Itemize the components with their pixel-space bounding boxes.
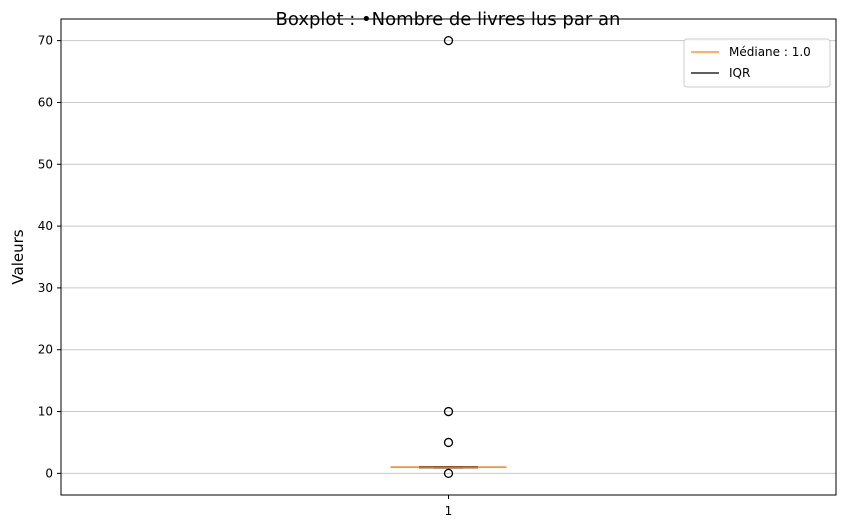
legend: Médiane : 1.0 IQR (683, 38, 831, 88)
outlier-point (443, 437, 454, 448)
legend-box (683, 38, 831, 88)
y-tick-label: 60 (38, 95, 53, 109)
y-tick-label: 20 (38, 343, 53, 357)
y-tick-label: 50 (38, 157, 53, 171)
y-tick-label: 40 (38, 219, 53, 233)
grid-lines (61, 40, 836, 474)
legend-label: Médiane : 1.0 (729, 45, 811, 59)
y-axis-label: Valeurs (9, 229, 27, 284)
x-axis: 1 (445, 495, 453, 518)
outlier-point (443, 35, 454, 46)
y-axis: 0 10 20 30 40 50 60 70 (38, 34, 61, 480)
y-tick-label: 0 (45, 466, 53, 480)
plot-frame (60, 18, 837, 496)
legend-label: IQR (729, 66, 750, 80)
plot-area (390, 35, 507, 479)
outlier-point (443, 406, 454, 417)
outlier-point (443, 468, 454, 479)
y-tick-label: 10 (38, 405, 53, 419)
y-tick-label: 70 (38, 34, 53, 48)
x-tick-label: 1 (445, 504, 453, 518)
y-tick-label: 30 (38, 281, 53, 295)
